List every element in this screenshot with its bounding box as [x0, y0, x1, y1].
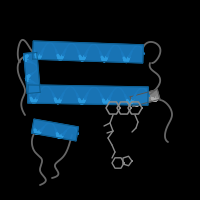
Polygon shape — [28, 85, 148, 105]
Polygon shape — [130, 90, 160, 106]
Polygon shape — [33, 41, 143, 63]
Polygon shape — [32, 119, 78, 141]
Polygon shape — [24, 53, 40, 93]
